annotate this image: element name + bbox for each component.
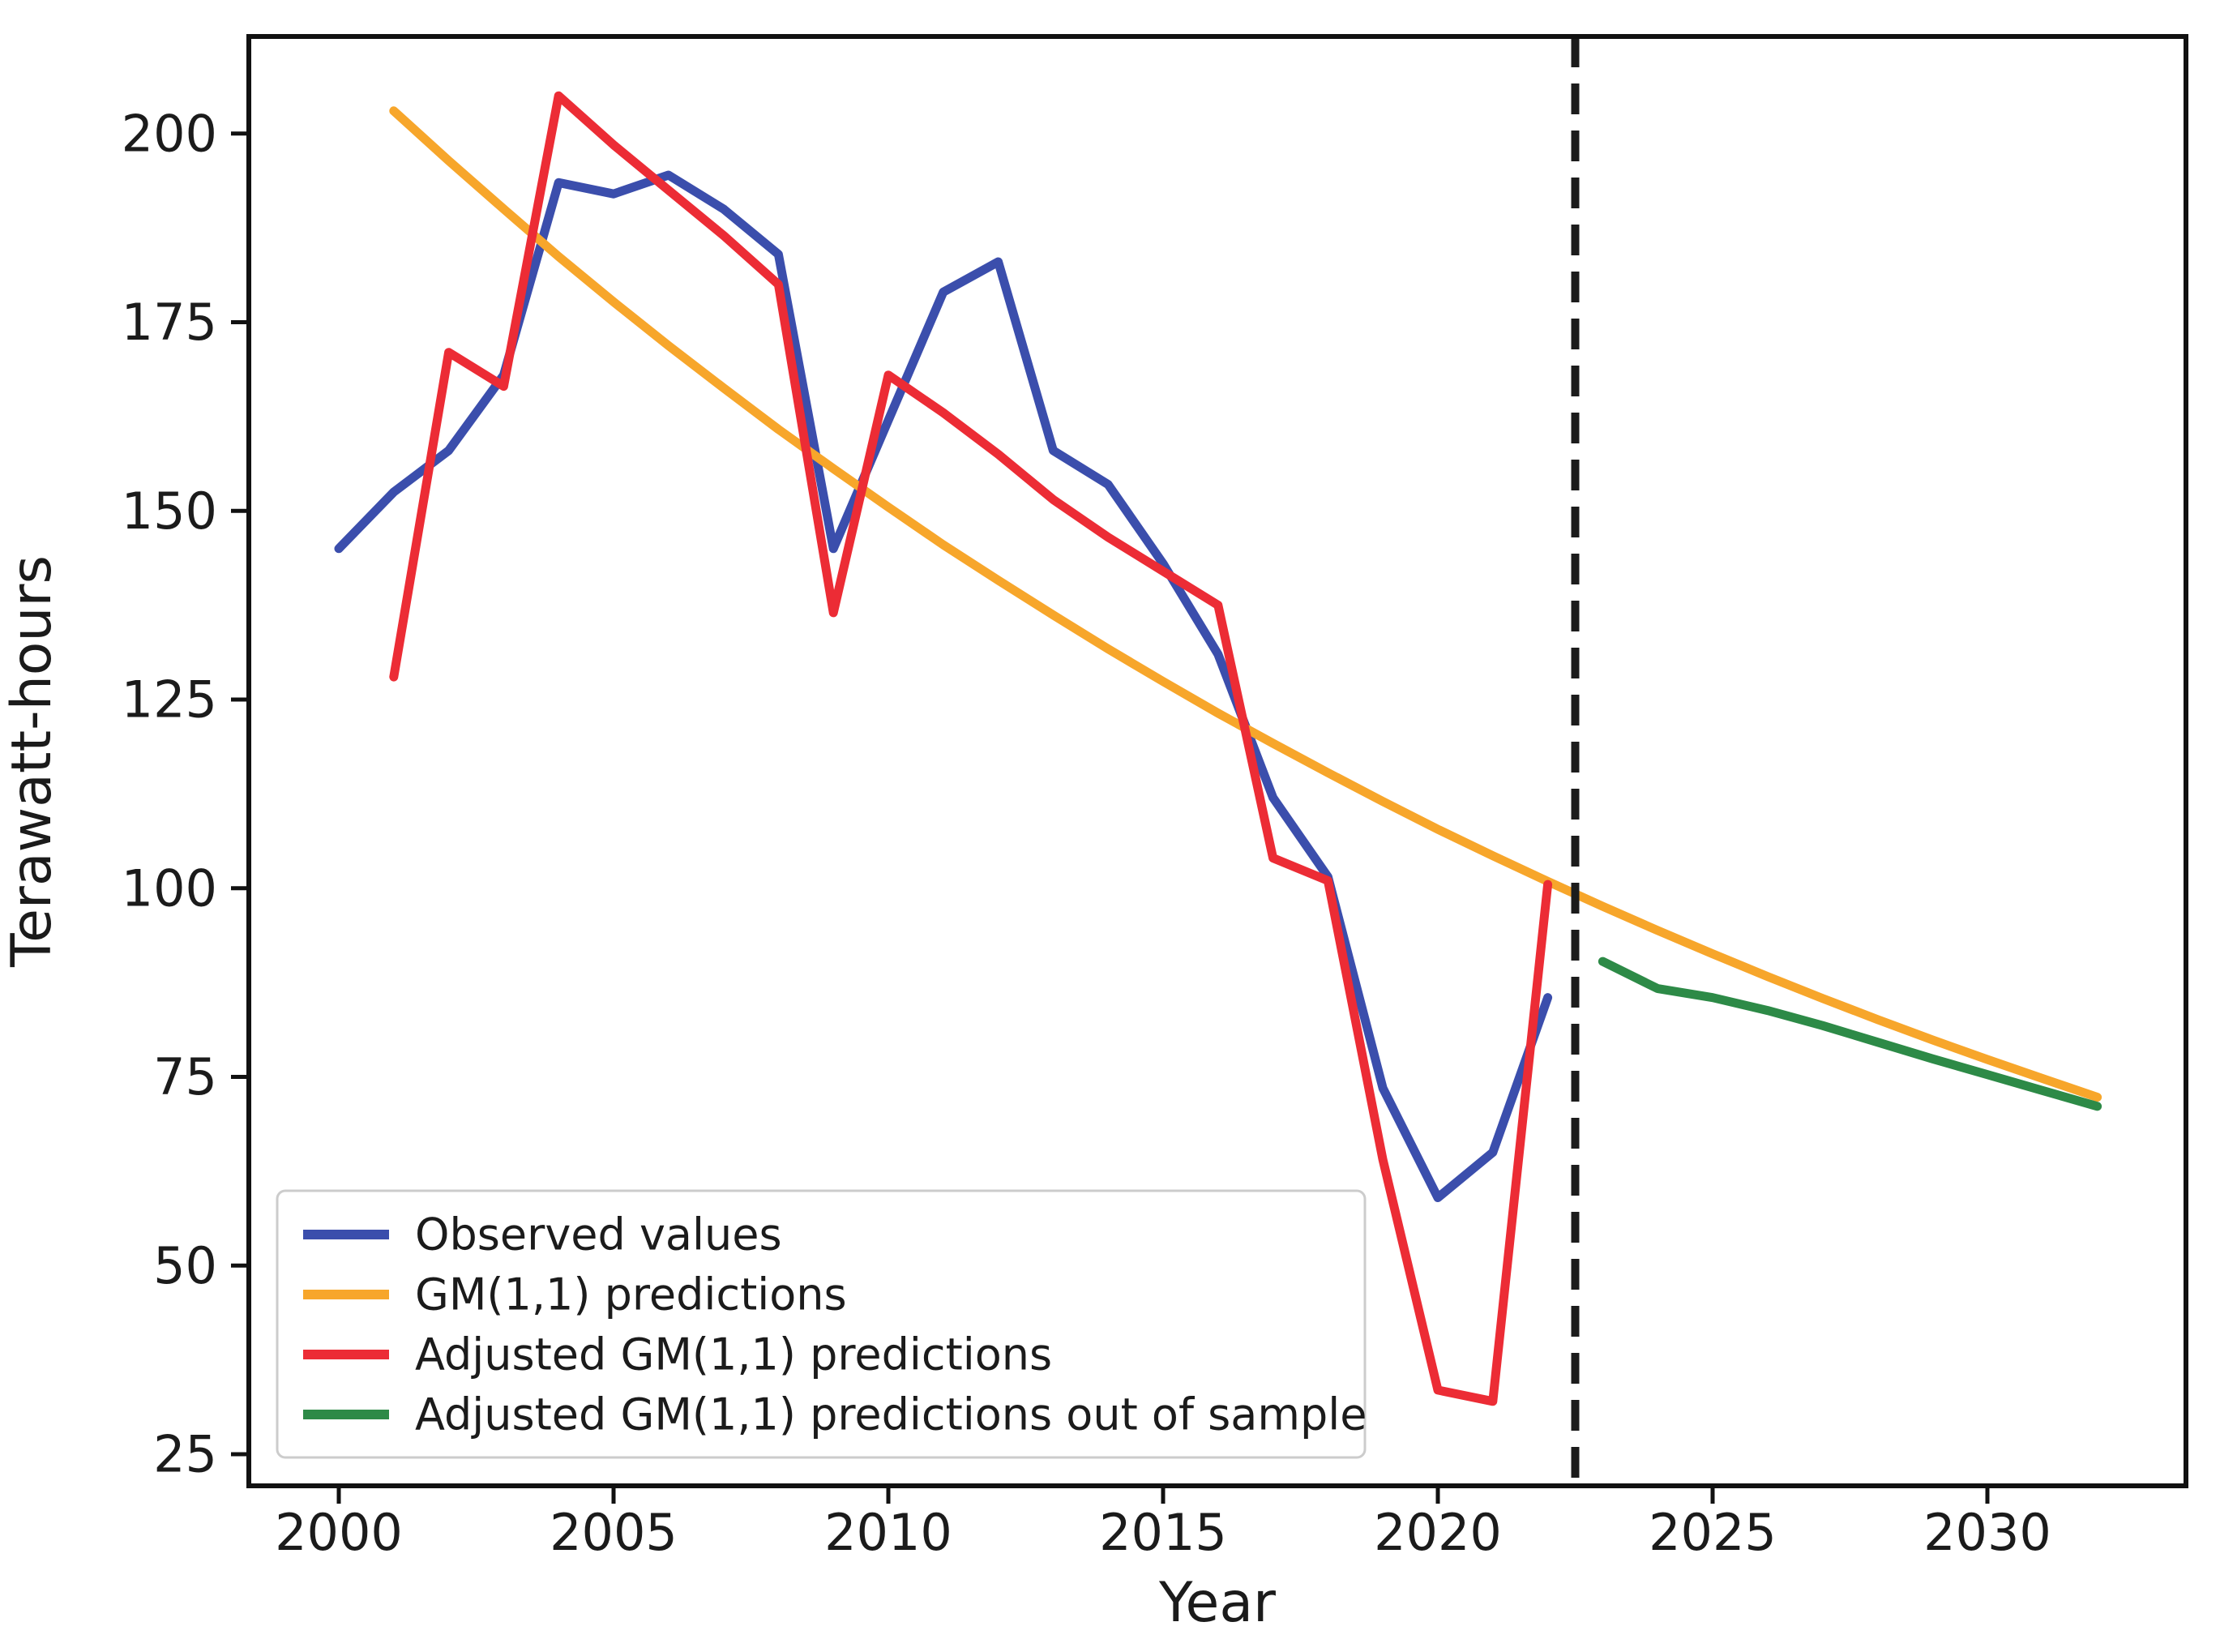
x-tick-label: 2025 <box>1649 1503 1777 1562</box>
y-tick-label: 100 <box>122 858 217 918</box>
x-tick-label: 2005 <box>550 1503 678 1562</box>
y-tick-label: 75 <box>153 1047 217 1106</box>
y-tick-label: 25 <box>153 1425 217 1484</box>
x-tick-label: 2030 <box>1923 1503 2051 1562</box>
y-tick-label: 150 <box>122 481 217 541</box>
x-tick-label: 2000 <box>275 1503 403 1562</box>
legend-box <box>276 1189 1367 1459</box>
series-line-observed-values <box>334 170 1553 1202</box>
x-tick-label: 2015 <box>1099 1503 1227 1562</box>
y-axis-title: Terawatt-hours <box>0 555 64 968</box>
series-line-adjusted-gm-1-1-predictions <box>389 91 1553 1406</box>
legend-label-adjusted-gm-1-1-predictions: Adjusted GM(1,1) predictions <box>415 1329 1052 1380</box>
series-line-adjusted-gm-1-1-predictions-out-of-sample <box>1598 957 2102 1111</box>
axes-spines <box>246 34 2188 1488</box>
x-tick-label: 2010 <box>824 1503 952 1562</box>
x-axis-title: Year <box>1158 1571 1276 1635</box>
x-tick-label: 2020 <box>1374 1503 1502 1562</box>
y-tick-label: 125 <box>122 670 217 730</box>
y-tick-label: 175 <box>122 293 217 352</box>
legend-label-observed-values: Observed values <box>415 1209 782 1260</box>
legend-label-adjusted-gm-1-1-predictions-out-of-sample: Adjusted GM(1,1) predictions out of samp… <box>415 1389 1367 1440</box>
y-tick-label: 50 <box>153 1236 217 1295</box>
series-line-gm-1-1-predictions <box>389 106 2102 1102</box>
y-tick-label: 200 <box>122 104 217 163</box>
legend-label-gm-1-1-predictions: GM(1,1) predictions <box>415 1269 847 1320</box>
